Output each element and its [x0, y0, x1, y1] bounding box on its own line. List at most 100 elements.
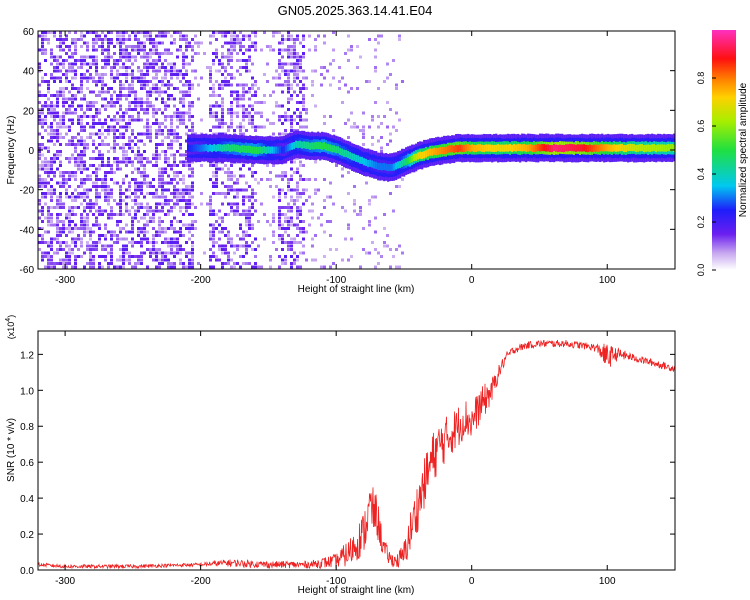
heatmap-noise-cell	[122, 143, 125, 146]
heatmap-noise-cell	[188, 227, 191, 230]
heatmap-noise-cell	[323, 178, 326, 181]
heatmap-noise-cell	[344, 83, 347, 87]
heatmap-noise-cell	[179, 31, 182, 34]
heatmap-noise-cell	[116, 38, 119, 41]
heatmap-noise-cell	[278, 195, 281, 199]
heatmap-ridge-cell	[219, 144, 222, 152]
heatmap-noise-cell	[182, 160, 185, 164]
heatmap-noise-cell	[143, 31, 146, 34]
heatmap-noise-cell	[161, 97, 164, 101]
heatmap-noise-cell	[110, 87, 113, 90]
heatmap-noise-cell	[38, 132, 41, 136]
heatmap-noise-cell	[347, 118, 350, 122]
heatmap-noise-cell	[86, 230, 89, 234]
heatmap-noise-cell	[215, 52, 218, 55]
heatmap-noise-cell	[281, 34, 284, 38]
heatmap-noise-cell	[164, 195, 167, 199]
heatmap-noise-cell	[245, 90, 248, 94]
heatmap-noise-cell	[38, 122, 41, 125]
heatmap-noise-cell	[179, 192, 182, 195]
heatmap-noise-cell	[50, 167, 53, 171]
heatmap-noise-cell	[296, 52, 299, 55]
heatmap-noise-cell	[95, 34, 98, 38]
heatmap-ridge-cell	[501, 144, 504, 152]
heatmap-noise-cell	[230, 76, 233, 80]
heatmap-noise-cell	[74, 171, 77, 174]
heatmap-noise-cell	[170, 209, 173, 213]
heatmap-noise-cell	[56, 213, 59, 216]
heatmap-noise-cell	[251, 223, 254, 227]
heatmap-noise-cell	[356, 87, 359, 90]
heatmap-noise-cell	[254, 178, 257, 181]
heatmap-noise-cell	[83, 230, 86, 234]
heatmap-noise-cell	[242, 244, 245, 248]
heatmap-noise-cell	[68, 220, 71, 223]
heatmap-noise-cell	[47, 206, 50, 209]
heatmap-noise-cell	[164, 115, 167, 118]
heatmap-ridge-cell	[637, 144, 640, 152]
heatmap-noise-cell	[347, 136, 350, 139]
heatmap-noise-cell	[146, 174, 149, 178]
heatmap-noise-cell	[185, 185, 188, 188]
heatmap-noise-cell	[38, 153, 41, 157]
heatmap-noise-cell	[140, 31, 143, 34]
heatmap-noise-cell	[41, 108, 44, 111]
heatmap-noise-cell	[65, 132, 68, 136]
heatmap-noise-cell	[152, 45, 155, 48]
heatmap-noise-cell	[398, 34, 401, 38]
heatmap-noise-cell	[134, 101, 137, 104]
heatmap-noise-cell	[113, 143, 116, 146]
heatmap-noise-cell	[86, 206, 89, 209]
heatmap-noise-cell	[134, 255, 137, 258]
heatmap-noise-cell	[56, 94, 59, 97]
heatmap-noise-cell	[80, 153, 83, 157]
heatmap-noise-cell	[131, 192, 134, 195]
heatmap-ridge-cell	[193, 144, 196, 152]
heatmap-noise-cell	[374, 55, 377, 59]
heatmap-noise-cell	[173, 251, 176, 255]
y-tick-label: 0.4	[20, 494, 34, 505]
heatmap-noise-cell	[143, 62, 146, 66]
heatmap-noise-cell	[107, 31, 110, 34]
heatmap-ridge-cell	[439, 146, 442, 155]
heatmap-noise-cell	[164, 227, 167, 230]
heatmap-noise-cell	[170, 34, 173, 38]
heatmap-noise-cell	[173, 129, 176, 132]
heatmap-noise-cell	[329, 115, 332, 118]
heatmap-ridge-cell	[363, 158, 366, 166]
heatmap-noise-cell	[71, 118, 74, 122]
heatmap-noise-cell	[62, 59, 65, 62]
heatmap-noise-cell	[248, 234, 251, 237]
heatmap-noise-cell	[167, 241, 170, 244]
heatmap-noise-cell	[203, 251, 206, 255]
heatmap-noise-cell	[83, 125, 86, 129]
heatmap-noise-cell	[302, 76, 305, 80]
heatmap-noise-cell	[281, 174, 284, 178]
heatmap-noise-cell	[161, 188, 164, 192]
heatmap-noise-cell	[65, 52, 68, 55]
heatmap-noise-cell	[41, 213, 44, 216]
heatmap-noise-cell	[173, 244, 176, 248]
heatmap-noise-cell	[248, 38, 251, 41]
heatmap-noise-cell	[293, 90, 296, 94]
heatmap-noise-cell	[110, 146, 113, 150]
heatmap-noise-cell	[389, 248, 392, 251]
heatmap-noise-cell	[65, 227, 68, 230]
heatmap-noise-cell	[56, 251, 59, 255]
heatmap-noise-cell	[254, 209, 257, 213]
heatmap-noise-cell	[50, 129, 53, 132]
heatmap-noise-cell	[185, 164, 188, 167]
heatmap-noise-cell	[197, 97, 200, 101]
heatmap-noise-cell	[215, 255, 218, 258]
heatmap-noise-cell	[155, 83, 158, 87]
heatmap-noise-cell	[173, 87, 176, 90]
heatmap-noise-cell	[83, 251, 86, 255]
heatmap-noise-cell	[296, 66, 299, 69]
heatmap-noise-cell	[56, 97, 59, 101]
heatmap-noise-cell	[41, 185, 44, 188]
heatmap-noise-cell	[80, 185, 83, 188]
heatmap-noise-cell	[155, 265, 158, 269]
heatmap-noise-cell	[119, 136, 122, 139]
heatmap-noise-cell	[146, 66, 149, 69]
